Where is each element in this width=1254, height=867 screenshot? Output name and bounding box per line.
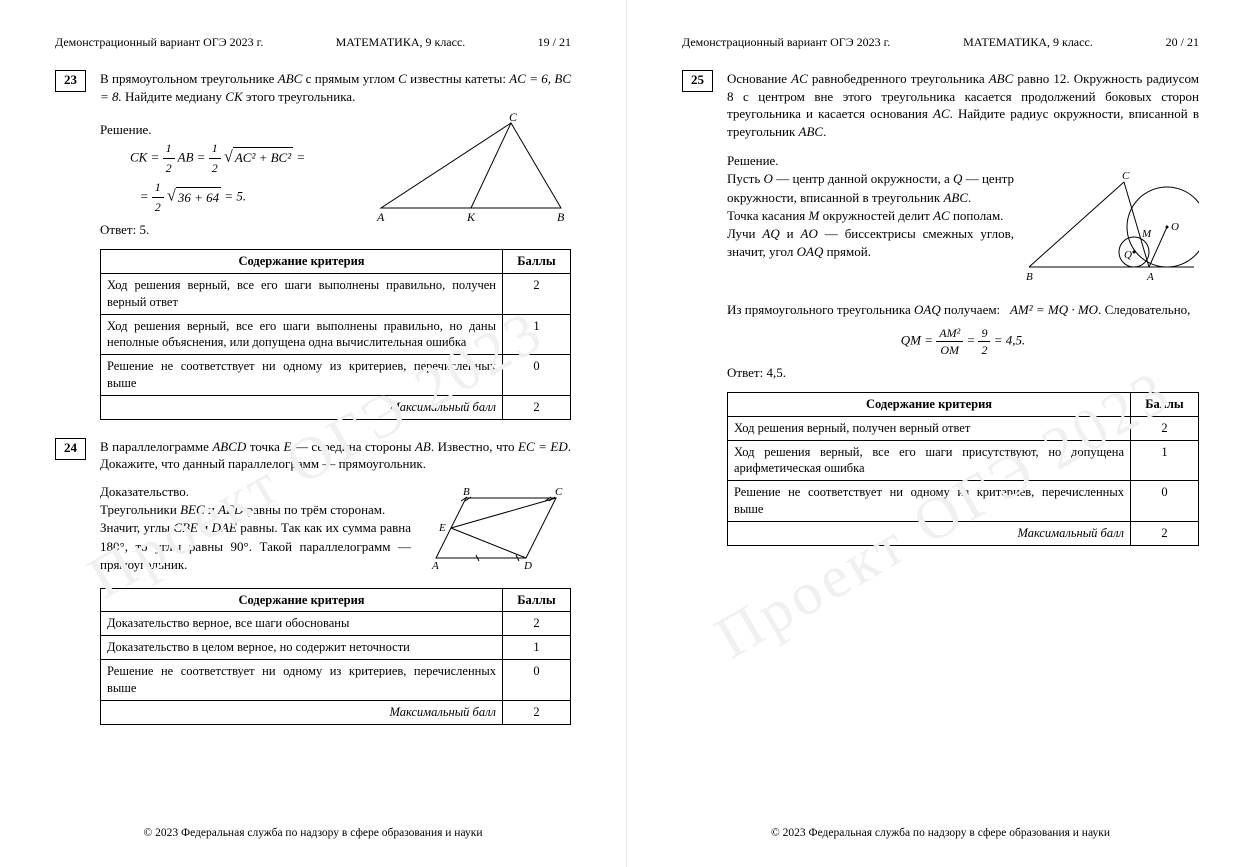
header-left: Демонстрационный вариант ОГЭ 2023 г. МАТ… [55,35,571,50]
svg-text:C: C [1122,170,1130,182]
solution-label: Решение. [100,121,361,139]
rubric-24: Содержание критерияБаллы Доказательство … [100,588,571,725]
problem-number: 24 [55,438,86,460]
svg-text:A: A [431,560,439,572]
problem-number: 25 [682,70,713,92]
page-20: Проект ОГЭ 2023 Демонстрационный вариант… [627,0,1254,867]
footer: © 2023 Федеральная служба по надзору в с… [627,827,1254,839]
answer-25: Ответ: 4,5. [727,364,1199,382]
svg-text:K: K [466,210,476,223]
rubric-25: Содержание критерияБаллы Ход решения вер… [727,392,1199,546]
hdr-page: 20 / 21 [1166,35,1199,50]
diagram-25: B C A M O Q [1024,152,1199,297]
proof-label: Доказательство. [100,483,411,501]
footer: © 2023 Федеральная служба по надзору в с… [0,827,626,839]
problem-23: 23 В прямоугольном треугольнике ABC с пр… [55,70,571,420]
svg-text:C: C [555,486,563,498]
rubric-23: Содержание критерияБаллы Ход решения вер… [100,249,571,420]
hdr-page: 19 / 21 [538,35,571,50]
diagram-23: A K B C [371,113,571,228]
problem-body: В прямоугольном треугольнике ABC с прямы… [100,70,571,420]
problem-24: 24 В параллелограмме ABCD точка E — сере… [55,438,571,725]
svg-text:Q: Q [1124,249,1132,261]
problem-body: Основание AC равнобедренного треугольник… [727,70,1199,546]
page-19: Проект ОГЭ 2023 Демонстрационный вариант… [0,0,627,867]
problem-number: 23 [55,70,86,92]
hdr-subject: МАТЕМАТИКА, 9 класс. [336,35,466,50]
svg-text:A: A [376,210,385,223]
svg-text:C: C [509,113,518,124]
svg-text:B: B [557,210,565,223]
svg-text:B: B [463,486,470,498]
svg-text:O: O [1171,221,1179,233]
formula-23: CK = 12 AB = 12 √AC² + BC² = = 12 √36 + … [100,139,361,218]
header-right: Демонстрационный вариант ОГЭ 2023 г. МАТ… [682,35,1199,50]
svg-text:D: D [523,560,532,572]
svg-text:B: B [1026,271,1033,283]
svg-text:E: E [438,522,446,534]
problem-25: 25 Основание AC равнобедренного треуголь… [682,70,1199,546]
formula-25: QM = AM²OM = 92 = 4,5. [727,325,1199,358]
diagram-24: A B C D E [421,483,571,578]
svg-text:A: A [1146,271,1154,283]
svg-text:M: M [1141,228,1152,240]
answer-23: Ответ: 5. [100,221,361,239]
problem-body: В параллелограмме ABCD точка E — середин… [100,438,571,725]
hdr-subject: МАТЕМАТИКА, 9 класс. [963,35,1093,50]
hdr-variant: Демонстрационный вариант ОГЭ 2023 г. [55,35,263,50]
solution-label: Решение. [727,152,1014,170]
hdr-variant: Демонстрационный вариант ОГЭ 2023 г. [682,35,890,50]
